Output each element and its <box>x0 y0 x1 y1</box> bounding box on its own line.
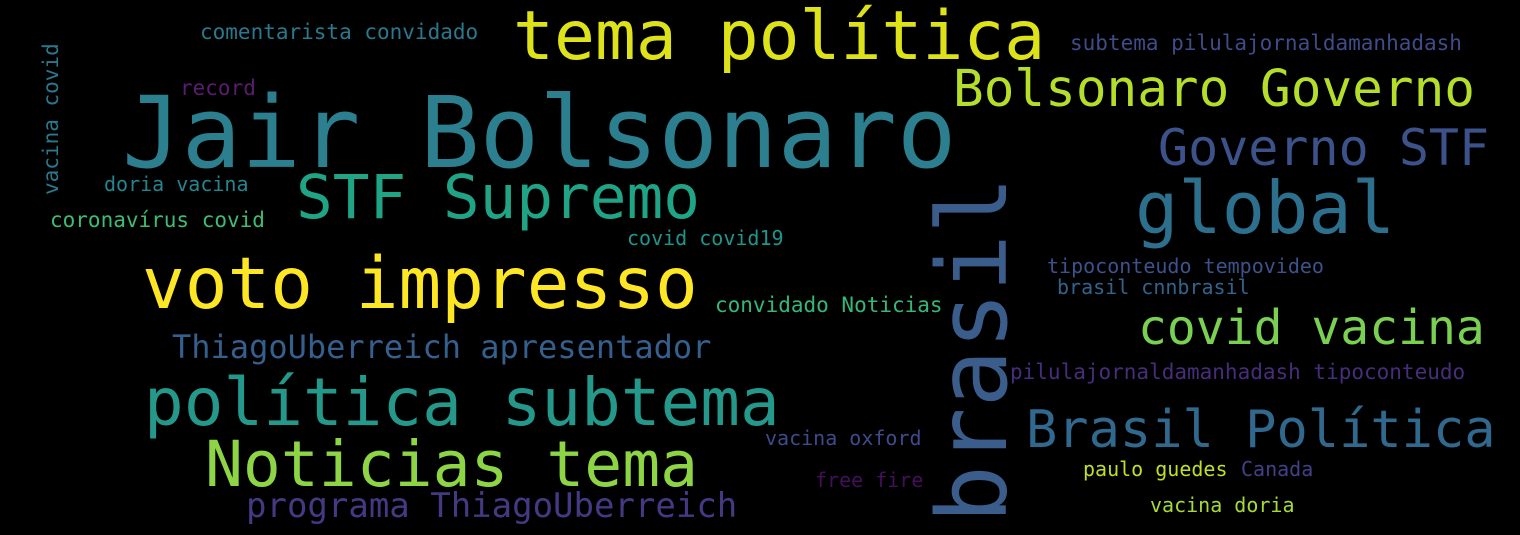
word-tema-politica: tema política <box>513 0 1046 76</box>
word-paulo-guedes: paulo guedes <box>1083 457 1228 481</box>
word-global: global <box>1135 166 1396 250</box>
word-brasil-politica: Brasil Política <box>1026 400 1496 460</box>
word-programa-thiagouberreich: programa ThiagoUberreich <box>246 486 738 526</box>
word-subtema-pilulajornaldamanhadash: subtema pilulajornaldamanhadash <box>1070 31 1462 55</box>
word-brasil: brasil <box>917 176 1029 523</box>
word-vacina-covid: vacina covid <box>39 43 63 195</box>
word-brasil-cnnbrasil: brasil cnnbrasil <box>1057 275 1250 299</box>
word-vacina-oxford: vacina oxford <box>765 426 922 450</box>
word-comentarista-convidado: comentarista convidado <box>200 20 479 44</box>
word-voto-impresso: voto impresso <box>142 242 698 325</box>
word-canada: Canada <box>1241 457 1314 481</box>
word-governo-stf: Governo STF <box>1158 119 1490 177</box>
word-pilulajornaldamanhadash-tipoconteudo: pilulajornaldamanhadash tipoconteudo <box>1010 360 1466 384</box>
word-coronavirus-covid: coronavírus covid <box>50 208 265 232</box>
word-thiagouberreich-apresentador: ThiagoUberreich apresentador <box>172 328 712 366</box>
word-doria-vacina: doria vacina <box>104 172 249 196</box>
word-record: record <box>180 76 256 100</box>
word-convidado-noticias: convidado Noticias <box>715 293 943 317</box>
word-vacina-doria: vacina doria <box>1150 493 1295 517</box>
word-jair-bolsonaro: Jair Bolsonaro <box>122 76 957 191</box>
word-free-fire: free fire <box>815 468 924 492</box>
word-covid-covid19: covid covid19 <box>627 226 784 250</box>
word-tipoconteudo-tempovideo: tipoconteudo tempovideo <box>1047 254 1324 278</box>
word-noticias-tema: Noticias tema <box>205 428 699 501</box>
word-stf-supremo: STF Supremo <box>296 162 700 233</box>
word-bolsonaro-governo: Bolsonaro Governo <box>953 60 1475 119</box>
word-politica-subtema: política subtema <box>144 364 780 441</box>
word-covid-vacina: covid vacina <box>1138 300 1485 356</box>
